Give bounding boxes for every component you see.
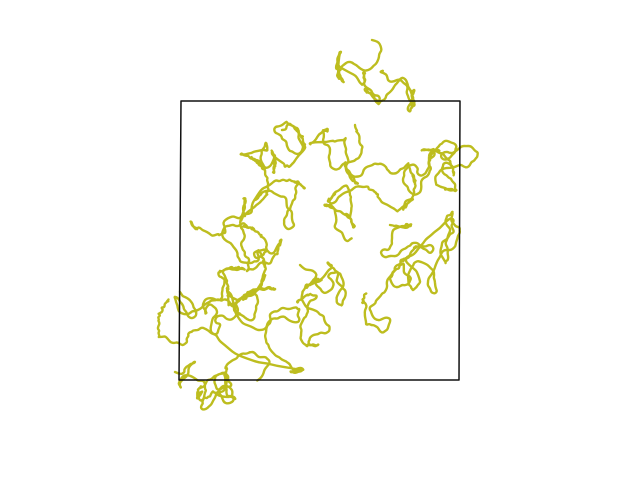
random-walk-paths — [156, 38, 479, 411]
scribble-cluster-lower-left — [156, 265, 305, 374]
scribble-cluster-upper-left — [189, 120, 307, 237]
scribble-cluster-top — [334, 38, 416, 113]
scribble-cluster-right-mid — [361, 210, 462, 334]
hand-drawn-square-frame — [178, 100, 461, 381]
scribble-cluster-center-upper — [308, 123, 417, 243]
scribble-cluster-bottom-left — [173, 350, 271, 411]
scribble-cluster-left-mid — [221, 178, 306, 301]
scribble-cluster-right-upper — [401, 139, 479, 196]
scribble-cluster-center-lower — [296, 261, 347, 348]
